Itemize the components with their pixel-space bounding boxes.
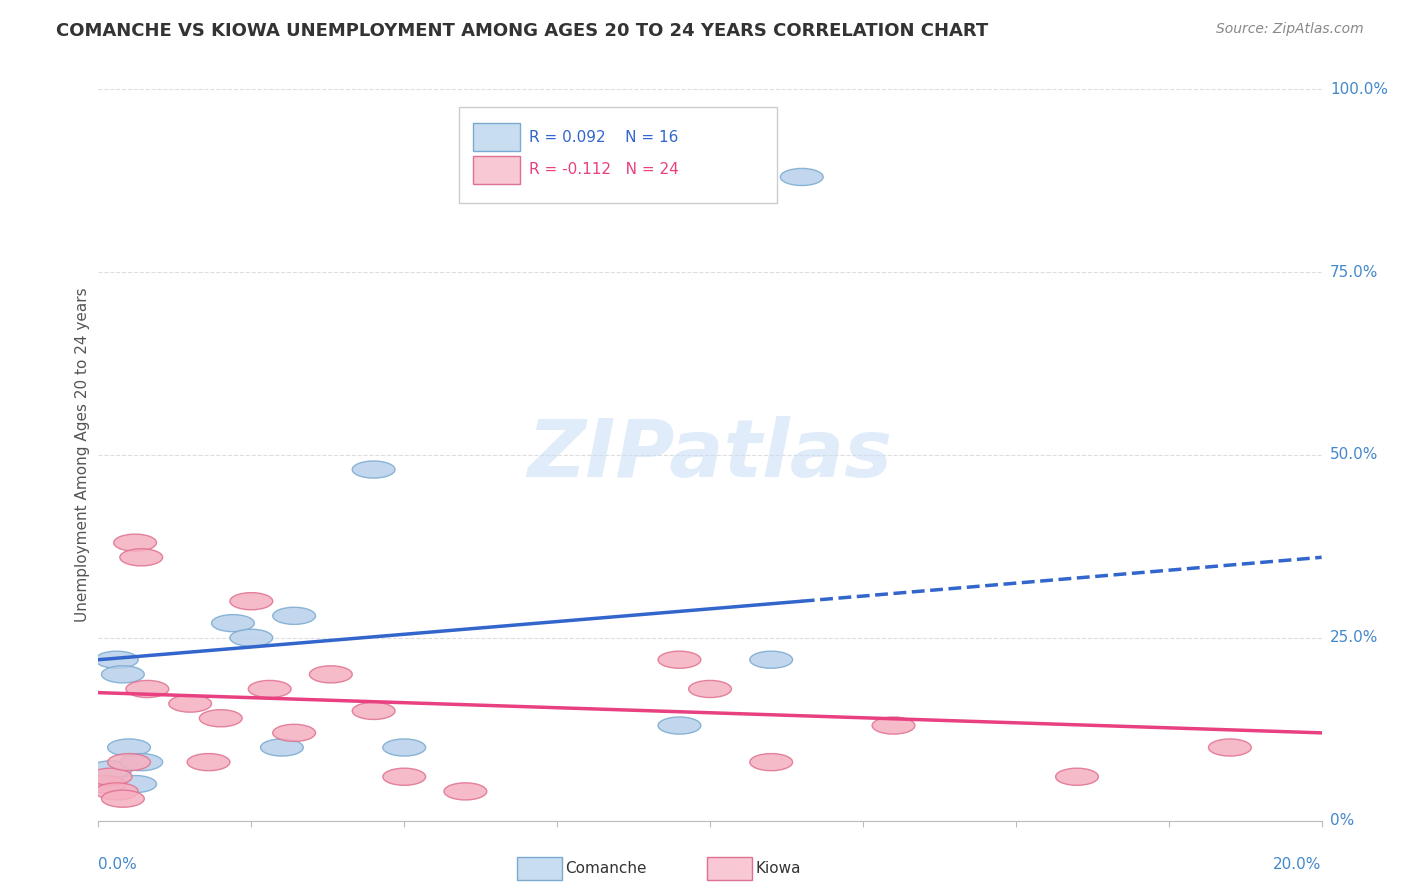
Ellipse shape	[1209, 739, 1251, 756]
Ellipse shape	[83, 775, 127, 793]
Ellipse shape	[249, 681, 291, 698]
Ellipse shape	[187, 754, 231, 771]
Ellipse shape	[120, 754, 163, 771]
Ellipse shape	[108, 739, 150, 756]
Ellipse shape	[780, 169, 823, 186]
Text: Kiowa: Kiowa	[755, 862, 800, 876]
Ellipse shape	[120, 549, 163, 566]
Ellipse shape	[96, 651, 138, 668]
Ellipse shape	[114, 534, 156, 551]
Ellipse shape	[353, 461, 395, 478]
Text: 0.0%: 0.0%	[98, 857, 138, 872]
Text: Comanche: Comanche	[565, 862, 647, 876]
Ellipse shape	[101, 790, 145, 807]
Ellipse shape	[444, 783, 486, 800]
Ellipse shape	[127, 681, 169, 698]
Ellipse shape	[309, 665, 353, 683]
Ellipse shape	[231, 592, 273, 610]
Ellipse shape	[169, 695, 211, 712]
Ellipse shape	[749, 651, 793, 668]
Text: 25.0%: 25.0%	[1330, 631, 1378, 645]
Ellipse shape	[382, 768, 426, 785]
Text: ZIPatlas: ZIPatlas	[527, 416, 893, 494]
Ellipse shape	[89, 768, 132, 785]
Ellipse shape	[273, 607, 315, 624]
Text: 0%: 0%	[1330, 814, 1354, 828]
FancyBboxPatch shape	[472, 156, 520, 185]
Ellipse shape	[211, 615, 254, 632]
Ellipse shape	[114, 775, 156, 793]
Ellipse shape	[749, 754, 793, 771]
Ellipse shape	[83, 775, 127, 793]
Text: R = -0.112   N = 24: R = -0.112 N = 24	[529, 162, 679, 178]
Ellipse shape	[108, 754, 150, 771]
Ellipse shape	[96, 783, 138, 800]
Ellipse shape	[1056, 768, 1098, 785]
Ellipse shape	[260, 739, 304, 756]
Ellipse shape	[872, 717, 915, 734]
FancyBboxPatch shape	[472, 123, 520, 152]
Ellipse shape	[689, 681, 731, 698]
Text: 20.0%: 20.0%	[1274, 857, 1322, 872]
Text: Source: ZipAtlas.com: Source: ZipAtlas.com	[1216, 22, 1364, 37]
FancyBboxPatch shape	[460, 108, 778, 202]
Ellipse shape	[353, 702, 395, 720]
Text: 75.0%: 75.0%	[1330, 265, 1378, 279]
Text: R = 0.092    N = 16: R = 0.092 N = 16	[529, 130, 678, 145]
Ellipse shape	[89, 761, 132, 778]
Text: 100.0%: 100.0%	[1330, 82, 1388, 96]
Ellipse shape	[200, 710, 242, 727]
Ellipse shape	[658, 717, 700, 734]
Ellipse shape	[231, 629, 273, 647]
Ellipse shape	[382, 739, 426, 756]
Text: COMANCHE VS KIOWA UNEMPLOYMENT AMONG AGES 20 TO 24 YEARS CORRELATION CHART: COMANCHE VS KIOWA UNEMPLOYMENT AMONG AGE…	[56, 22, 988, 40]
Ellipse shape	[101, 665, 145, 683]
Ellipse shape	[658, 651, 700, 668]
Ellipse shape	[273, 724, 315, 741]
Y-axis label: Unemployment Among Ages 20 to 24 years: Unemployment Among Ages 20 to 24 years	[75, 287, 90, 623]
Text: 50.0%: 50.0%	[1330, 448, 1378, 462]
